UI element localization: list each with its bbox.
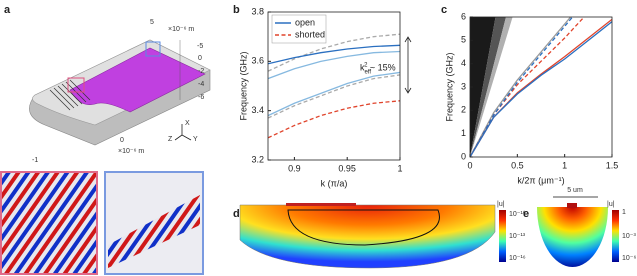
- x-tick-label: 0.5: [511, 160, 524, 170]
- legend-label: shorted: [295, 29, 325, 39]
- axis-tick: -1: [32, 157, 38, 164]
- field-zoom: [0, 171, 98, 275]
- axis-tick: 0: [198, 55, 202, 62]
- axis-unit: ×10⁻⁶ m: [168, 26, 194, 33]
- y-tick-label: 3.6: [251, 56, 264, 66]
- annotation-base: k: [360, 63, 365, 73]
- y-tick-label: 4: [461, 58, 466, 68]
- plot-area: [470, 17, 612, 157]
- colorbar: [612, 210, 619, 262]
- electrode: [286, 203, 356, 206]
- annotation: keff2 ~ 15%: [360, 62, 396, 75]
- annotation-sub: eff: [365, 69, 372, 75]
- y-tick-label: 1: [461, 128, 466, 138]
- series-line: [470, 17, 574, 157]
- axis-tick: -4: [198, 81, 204, 88]
- colorbar-tick: 10⁻¹³: [509, 233, 526, 240]
- colorbar-tick: 10⁻¹⁰: [509, 210, 526, 218]
- axis-tick: -5: [197, 43, 203, 50]
- legend-box: [271, 14, 327, 44]
- x-axis-label: k/2π (μm⁻¹): [517, 175, 564, 185]
- axis-letter: Y: [193, 136, 198, 143]
- y-axis-label: Frequency (GHz): [444, 52, 454, 121]
- series-line: [268, 44, 400, 65]
- series-line: [470, 17, 572, 157]
- plot-frame: [267, 11, 401, 161]
- panel-label: d: [233, 208, 240, 220]
- axis-tick: 5: [150, 19, 154, 26]
- x-tick-label: 1: [397, 163, 402, 173]
- y-tick-label: 0: [461, 151, 466, 161]
- series-line: [268, 74, 400, 119]
- axis-tick: 0: [120, 137, 124, 144]
- colorbar: [499, 210, 506, 262]
- colorbar-tick: 1: [622, 209, 626, 216]
- x-axis-label: k (π/a): [321, 178, 348, 188]
- field-stripe: [108, 195, 200, 268]
- axis-unit: ×10⁻⁶ m: [118, 148, 144, 155]
- x-tick-label: 0.9: [288, 163, 301, 173]
- annotation-text: ~ 15%: [367, 63, 395, 73]
- field-contour: [287, 209, 440, 246]
- axis-tick: -6: [198, 94, 204, 101]
- y-tick-label: 5: [461, 35, 466, 45]
- field-map: [239, 204, 496, 269]
- colorbar-label: |u|: [497, 201, 505, 208]
- x-tick-label: 1.5: [606, 160, 619, 170]
- y-tick-label: 3.2: [251, 154, 264, 164]
- y-tick-label: 3: [461, 81, 466, 91]
- legend-label: open: [295, 17, 315, 27]
- annotation-sup: 2: [364, 62, 368, 68]
- panel-label: b: [233, 4, 240, 16]
- axis-letter: Z: [168, 136, 173, 143]
- y-tick-label: 6: [461, 11, 466, 21]
- axis-letter: X: [185, 120, 190, 127]
- plot-area: [268, 33, 400, 139]
- device-render: [29, 39, 211, 146]
- y-tick-label: 2: [461, 105, 466, 115]
- range-arrow: [404, 36, 412, 94]
- field-map: [537, 207, 608, 268]
- x-tick-label: 0.95: [338, 163, 356, 173]
- panel-label: a: [4, 4, 11, 16]
- x-tick-label: 1: [562, 160, 567, 170]
- colorbar-tick: 10⁻⁶: [622, 255, 636, 262]
- axis-tick: -2: [198, 68, 204, 75]
- electrode: [567, 203, 577, 208]
- panel-label: e: [523, 208, 529, 220]
- colorbar-tick: 10⁻³: [622, 233, 636, 240]
- y-tick-label: 3.8: [251, 6, 264, 16]
- colorbar-label: |u|: [607, 201, 615, 208]
- panel-label: c: [441, 4, 447, 16]
- series-line: [470, 21, 612, 157]
- series-line: [268, 71, 400, 117]
- y-tick-label: 3.4: [251, 105, 264, 115]
- x-tick-label: 0: [467, 160, 472, 170]
- scale-label: 5 um: [567, 187, 583, 194]
- light-cone-region: [470, 17, 513, 157]
- series-line: [268, 50, 400, 80]
- colorbar-tick: 10⁻¹⁶: [509, 255, 526, 262]
- y-axis-label: Frequency (GHz): [238, 51, 248, 120]
